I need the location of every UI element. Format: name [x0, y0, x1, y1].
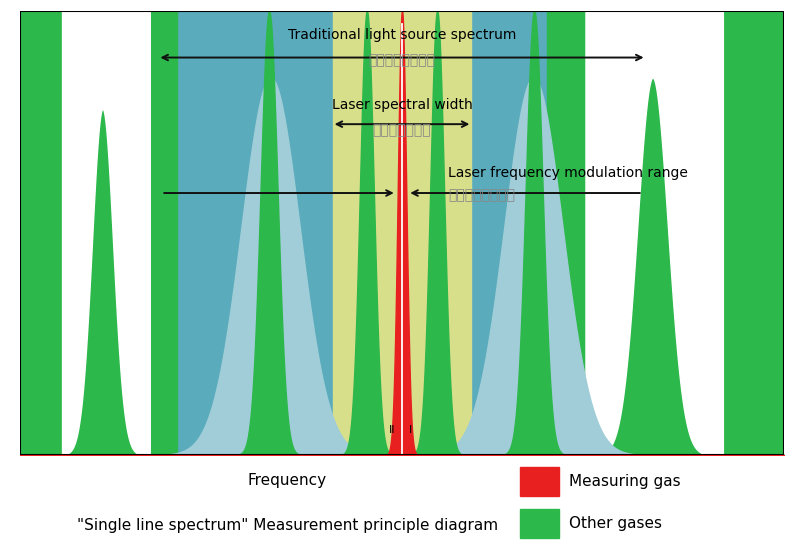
Bar	[158, 11, 646, 455]
Text: Measuring gas: Measuring gas	[569, 474, 680, 489]
Bar	[547, 11, 784, 455]
Text: 激光频率调制范围: 激光频率调制范围	[448, 189, 515, 203]
Bar	[521, 467, 558, 495]
Text: "Single line spectrum" Measurement principle diagram: "Single line spectrum" Measurement princ…	[77, 518, 498, 532]
Text: Traditional light source spectrum: Traditional light source spectrum	[288, 28, 516, 43]
Text: II: II	[389, 425, 395, 435]
Bar	[521, 509, 558, 538]
Text: Laser spectral width: Laser spectral width	[332, 98, 472, 112]
Text: 传统光源光谱宽度: 传统光源光谱宽度	[369, 53, 435, 67]
Bar	[334, 11, 470, 455]
Bar	[20, 11, 158, 455]
Bar	[20, 11, 177, 455]
Text: 激光器光谱宽度: 激光器光谱宽度	[373, 123, 431, 137]
Text: I: I	[409, 425, 412, 435]
Text: Frequency: Frequency	[248, 473, 327, 488]
Text: Laser frequency modulation range: Laser frequency modulation range	[448, 166, 688, 180]
Bar	[646, 11, 784, 455]
Text: Other gases: Other gases	[569, 516, 662, 531]
